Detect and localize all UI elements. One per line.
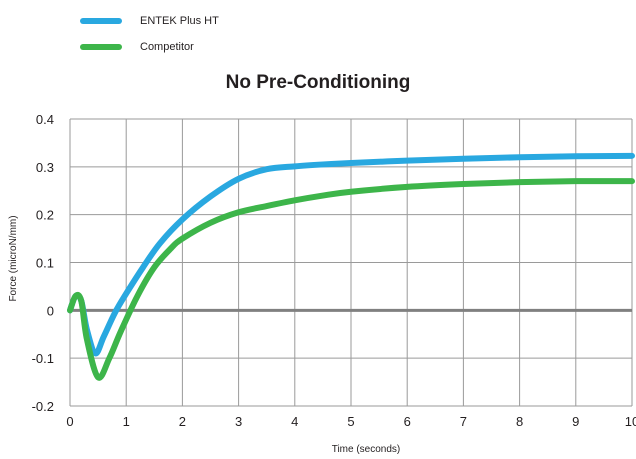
series-lines (67, 152, 635, 381)
y-tick-label: 0.1 (36, 256, 54, 271)
y-tick-label: 0.2 (36, 208, 54, 223)
x-tick-label: 7 (460, 414, 467, 429)
y-axis-label: Force (microN/mm) (8, 215, 19, 301)
x-tick-label: 4 (291, 414, 298, 429)
legend-item-entek: ENTEK Plus HT (80, 8, 219, 34)
y-tick-label: -0.2 (32, 399, 54, 414)
x-tick-label: 2 (179, 414, 186, 429)
series-line-competitor (67, 178, 635, 381)
legend-item-competitor: Competitor (80, 34, 219, 60)
y-tick-label: 0 (47, 303, 54, 318)
legend: ENTEK Plus HT Competitor (80, 8, 219, 60)
legend-swatch-competitor (80, 44, 122, 50)
x-tick-label: 5 (347, 414, 354, 429)
y-tick-label: 0.3 (36, 160, 54, 175)
legend-label-entek: ENTEK Plus HT (140, 15, 219, 27)
x-tick-label: 8 (516, 414, 523, 429)
x-axis-label: Time (seconds) (332, 444, 401, 455)
x-tick-label: 0 (66, 414, 73, 429)
x-tick-label: 1 (123, 414, 130, 429)
legend-swatch-entek (80, 18, 122, 24)
x-tick-label: 3 (235, 414, 242, 429)
chart-title: No Pre-Conditioning (225, 72, 411, 93)
legend-label-competitor: Competitor (140, 41, 194, 53)
grid (69, 118, 633, 407)
y-tick-label: -0.1 (32, 351, 54, 366)
tick-labels: 0 1 2 3 4 5 6 7 8 9 10 0.4 0.3 0.2 0.1 0 -0.1 -0.2 (32, 112, 636, 429)
x-tick-label: 9 (572, 414, 579, 429)
x-tick-label: 10 (625, 414, 636, 429)
x-tick-label: 6 (404, 414, 411, 429)
y-tick-label: 0.4 (36, 112, 54, 127)
